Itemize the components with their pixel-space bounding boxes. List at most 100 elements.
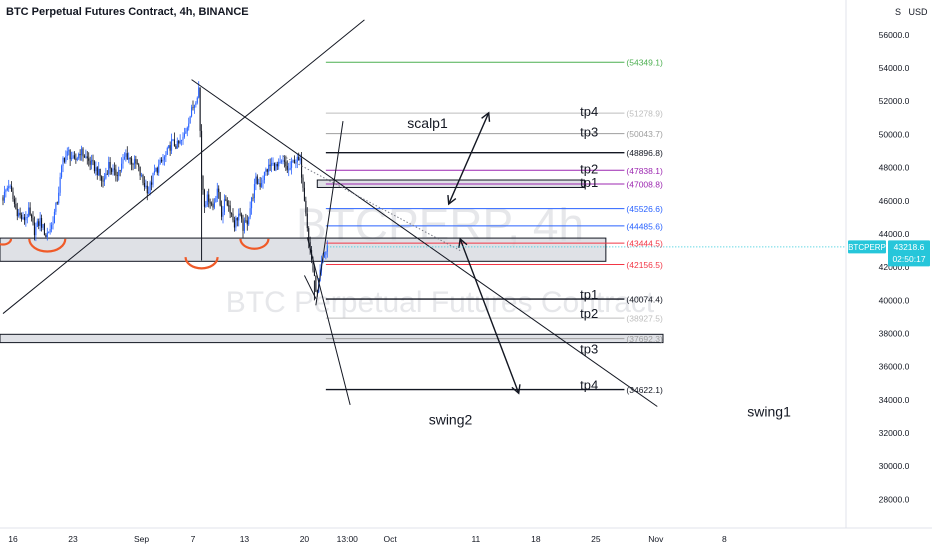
candle xyxy=(226,197,228,207)
swing-target-arrow-shaft xyxy=(459,238,520,394)
candle-body xyxy=(243,220,245,231)
candle-body xyxy=(29,207,31,215)
candle-body xyxy=(85,156,87,158)
candle-body xyxy=(45,235,47,238)
candle-body xyxy=(82,148,84,157)
level-label-7: (44485.6) xyxy=(626,221,663,231)
x-tick-0: 16 xyxy=(8,534,18,544)
y-tick-6: 44000.0 xyxy=(879,229,910,239)
candle xyxy=(192,100,194,111)
candle-body xyxy=(289,167,291,170)
candle xyxy=(9,184,11,189)
currency-label: USD xyxy=(908,7,928,17)
candle-body xyxy=(72,155,74,159)
candle-body xyxy=(172,139,174,141)
candle-body xyxy=(69,150,71,160)
candle xyxy=(223,194,225,216)
candle-body xyxy=(273,162,275,171)
candle-body xyxy=(301,158,303,178)
candle-body xyxy=(89,160,91,165)
tp-upper-label-0: tp4 xyxy=(580,104,598,119)
candle xyxy=(58,186,60,205)
candle-body xyxy=(225,199,227,201)
x-tick-6: 13:00 xyxy=(337,534,359,544)
candle-body xyxy=(133,159,135,165)
candles xyxy=(2,81,328,301)
scalp-target-arrow-head-1 xyxy=(447,195,457,206)
candle xyxy=(261,177,263,188)
candle xyxy=(249,201,251,220)
y-tick-13: 30000.0 xyxy=(879,461,910,471)
candle-body xyxy=(35,226,37,236)
y-axis: USD S 56000.0 54000.0 52000.0 50000.0 48000.0 4… xyxy=(845,0,932,550)
y-tick-12: 32000.0 xyxy=(879,428,910,438)
candle xyxy=(69,149,71,166)
candle xyxy=(229,200,231,219)
candle xyxy=(238,208,240,227)
candle xyxy=(252,193,254,202)
candle xyxy=(125,149,127,162)
candle xyxy=(275,162,277,172)
candle-body xyxy=(21,214,23,220)
candle-body xyxy=(59,177,61,193)
level-label-4: (47838.1) xyxy=(626,166,663,176)
candle-body xyxy=(323,254,325,258)
x-tick-8: 11 xyxy=(471,534,480,544)
candle xyxy=(296,154,298,169)
candle xyxy=(302,174,304,192)
candle-body xyxy=(306,213,308,229)
candle-body xyxy=(121,163,123,171)
candle-body xyxy=(42,224,44,228)
candle xyxy=(113,162,115,176)
candle xyxy=(162,154,164,166)
candle-body xyxy=(39,218,41,226)
candle-body xyxy=(128,158,130,160)
candle xyxy=(168,145,170,149)
candle-body xyxy=(13,199,15,204)
candle-body xyxy=(115,169,117,176)
candle-body xyxy=(209,201,211,204)
candle-body xyxy=(241,214,243,219)
candle xyxy=(73,151,75,160)
scalp1-line xyxy=(315,121,344,306)
candle-body xyxy=(193,104,195,108)
candle-body xyxy=(11,185,13,192)
candle xyxy=(35,222,37,242)
candle xyxy=(179,134,181,145)
candle-body xyxy=(266,169,268,172)
candle xyxy=(23,214,25,225)
candle-body xyxy=(262,180,264,183)
candle-body xyxy=(316,291,318,293)
candle-body xyxy=(208,194,210,202)
candle-body xyxy=(272,162,274,164)
candle xyxy=(8,179,10,192)
candle-body xyxy=(123,156,125,160)
candle xyxy=(211,201,213,207)
candle-body xyxy=(156,167,158,173)
y-tick-11: 34000.0 xyxy=(879,395,910,405)
candle xyxy=(68,146,70,156)
candle-body xyxy=(25,217,27,221)
candle xyxy=(315,275,317,292)
bottom-arcs xyxy=(0,238,270,270)
symbol-tag xyxy=(848,240,886,254)
candle xyxy=(161,157,163,163)
candle-body xyxy=(81,148,83,156)
candle-body xyxy=(276,163,278,167)
candle xyxy=(295,159,297,169)
candle-body xyxy=(78,153,80,159)
candle xyxy=(65,150,67,164)
candle-body xyxy=(151,182,153,185)
candle xyxy=(263,171,265,184)
candle-body xyxy=(168,145,170,149)
candle-body xyxy=(152,173,154,185)
candle xyxy=(6,185,8,192)
candle xyxy=(198,81,200,99)
candle-body xyxy=(171,139,173,151)
candle-body xyxy=(181,139,183,141)
candle-body xyxy=(2,197,4,201)
tp-upper-label-2: tp2 xyxy=(580,161,598,176)
candle xyxy=(248,216,250,226)
